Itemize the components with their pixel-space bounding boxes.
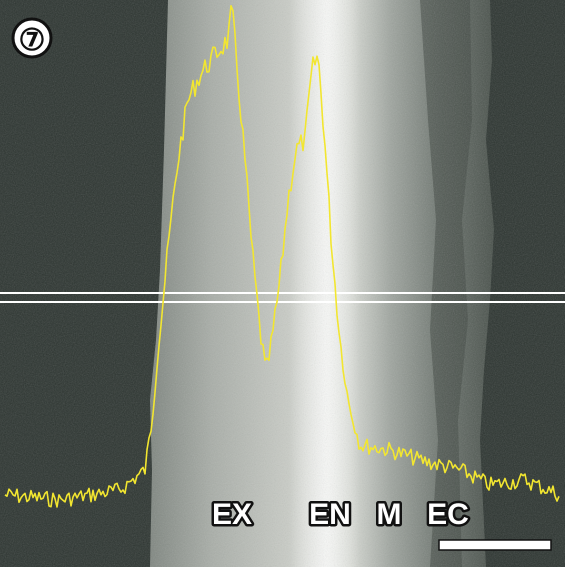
label-en: EN bbox=[309, 498, 351, 531]
scan-line bbox=[0, 292, 565, 303]
panel-number-badge bbox=[11, 17, 53, 59]
label-ex: EX bbox=[212, 498, 252, 531]
label-ec: EC bbox=[427, 498, 469, 531]
panel-number: ⑦ bbox=[19, 24, 46, 57]
intensity-profile-trace bbox=[4, 5, 560, 508]
scale-bar bbox=[438, 539, 552, 551]
label-m: M bbox=[377, 498, 402, 531]
